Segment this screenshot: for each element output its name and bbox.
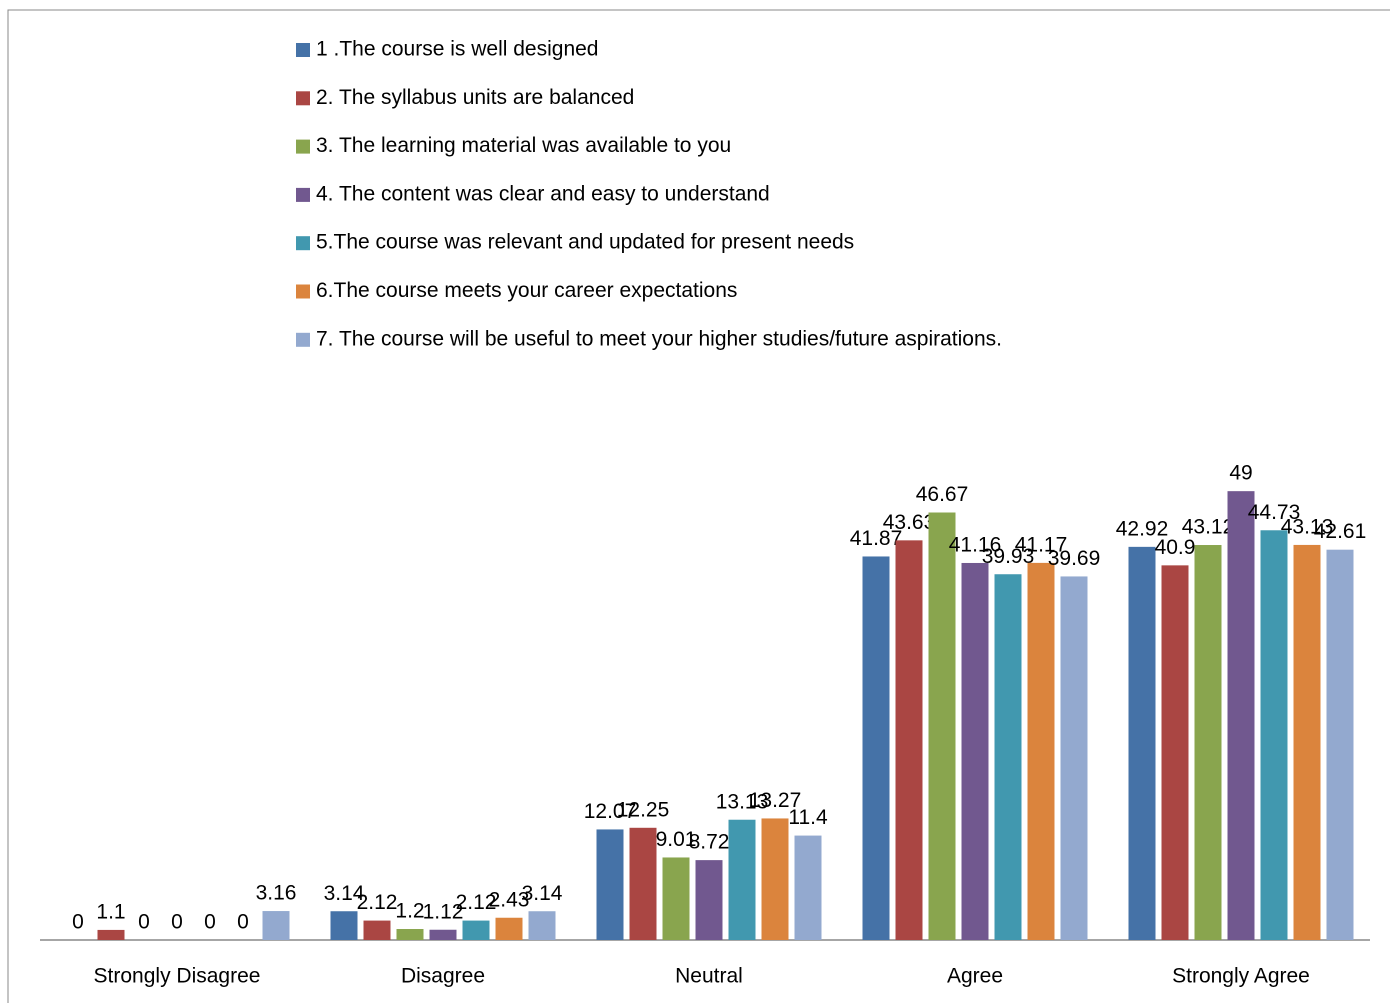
data-label: 42.92	[1116, 517, 1169, 540]
data-label: 3.14	[522, 882, 563, 905]
legend-label: 5.The course was relevant and updated fo…	[316, 231, 854, 254]
data-label: 0	[237, 911, 249, 934]
bar	[895, 540, 923, 940]
data-label: 0	[204, 911, 216, 934]
data-label: 0	[171, 911, 183, 934]
bar	[1293, 544, 1321, 940]
legend-swatch	[296, 236, 310, 251]
data-label: 1.12	[423, 900, 464, 923]
legend-label: 6.The course meets your career expectati…	[316, 279, 737, 302]
bar	[97, 929, 125, 940]
data-label: 8.72	[689, 831, 730, 854]
data-label: 41.17	[1015, 533, 1068, 556]
bar	[1194, 545, 1222, 940]
bar	[928, 512, 956, 940]
bar	[396, 929, 424, 940]
bar	[262, 911, 290, 940]
bar	[794, 835, 822, 940]
legend-swatch	[296, 91, 310, 106]
bar	[994, 574, 1022, 940]
bar	[862, 556, 890, 940]
bar	[961, 562, 989, 940]
x-tick-label: Agree	[947, 965, 1003, 988]
x-tick-label: Neutral	[675, 965, 743, 988]
bar	[1128, 546, 1156, 940]
bar	[596, 829, 624, 940]
legend-label: 1 .The course is well designed	[316, 38, 599, 61]
legend-label: 7. The course will be useful to meet you…	[316, 327, 1002, 350]
bar	[1260, 530, 1288, 940]
legend-swatch	[296, 139, 310, 154]
data-label: 3.16	[256, 882, 297, 905]
data-label: 42.61	[1314, 520, 1367, 543]
data-label: 41.16	[949, 534, 1002, 557]
legend-label: 3. The learning material was available t…	[316, 134, 731, 157]
data-label: 39.69	[1048, 547, 1101, 570]
data-label: 2.12	[357, 891, 398, 914]
bar	[495, 917, 523, 940]
bar	[761, 818, 789, 940]
legend-label: 2. The syllabus units are balanced	[316, 86, 634, 109]
data-label: 0	[72, 911, 84, 934]
data-label: 49	[1229, 462, 1252, 485]
legend-swatch	[296, 284, 310, 299]
bar	[363, 920, 391, 940]
data-label: 13.13	[716, 790, 769, 813]
bar	[462, 920, 490, 940]
data-label: 9.01	[656, 828, 697, 851]
data-label: 46.67	[916, 483, 969, 506]
bar	[1227, 491, 1255, 940]
data-label: 40.9	[1155, 536, 1196, 559]
data-label: 43.12	[1182, 516, 1235, 539]
bar	[728, 819, 756, 940]
data-label: 43.63	[883, 511, 936, 534]
data-label: 1.1	[96, 900, 125, 923]
data-label: 2.43	[489, 888, 530, 911]
data-label: 39.93	[982, 545, 1035, 568]
bar	[695, 860, 723, 940]
bar	[528, 911, 556, 940]
data-label: 44.73	[1248, 501, 1301, 524]
data-label: 0	[138, 911, 150, 934]
data-label: 11.4	[788, 806, 828, 829]
data-label: 12.07	[584, 800, 637, 823]
bar	[629, 827, 657, 940]
bar	[1060, 576, 1088, 940]
bar	[1326, 549, 1354, 940]
data-label: 1.2	[395, 900, 424, 923]
bar	[1027, 562, 1055, 940]
bar	[330, 911, 358, 940]
legend-label: 4. The content was clear and easy to und…	[316, 182, 770, 205]
bar	[1161, 565, 1189, 940]
x-tick-label: Disagree	[401, 965, 485, 988]
legend-swatch	[296, 43, 310, 57]
x-tick-label: Strongly Agree	[1172, 965, 1310, 988]
data-label: 41.87	[850, 527, 903, 550]
data-label: 13.27	[749, 789, 802, 812]
legend-swatch	[296, 332, 310, 347]
bar	[429, 929, 457, 940]
data-label: 2.12	[456, 891, 497, 914]
data-label: 12.25	[617, 798, 670, 821]
chart-frame	[7, 9, 1390, 1003]
x-tick-label: Strongly Disagree	[94, 965, 261, 988]
bar	[662, 857, 690, 940]
data-label: 43.13	[1281, 515, 1334, 538]
legend-swatch	[296, 187, 310, 202]
data-label: 3.14	[324, 882, 365, 905]
